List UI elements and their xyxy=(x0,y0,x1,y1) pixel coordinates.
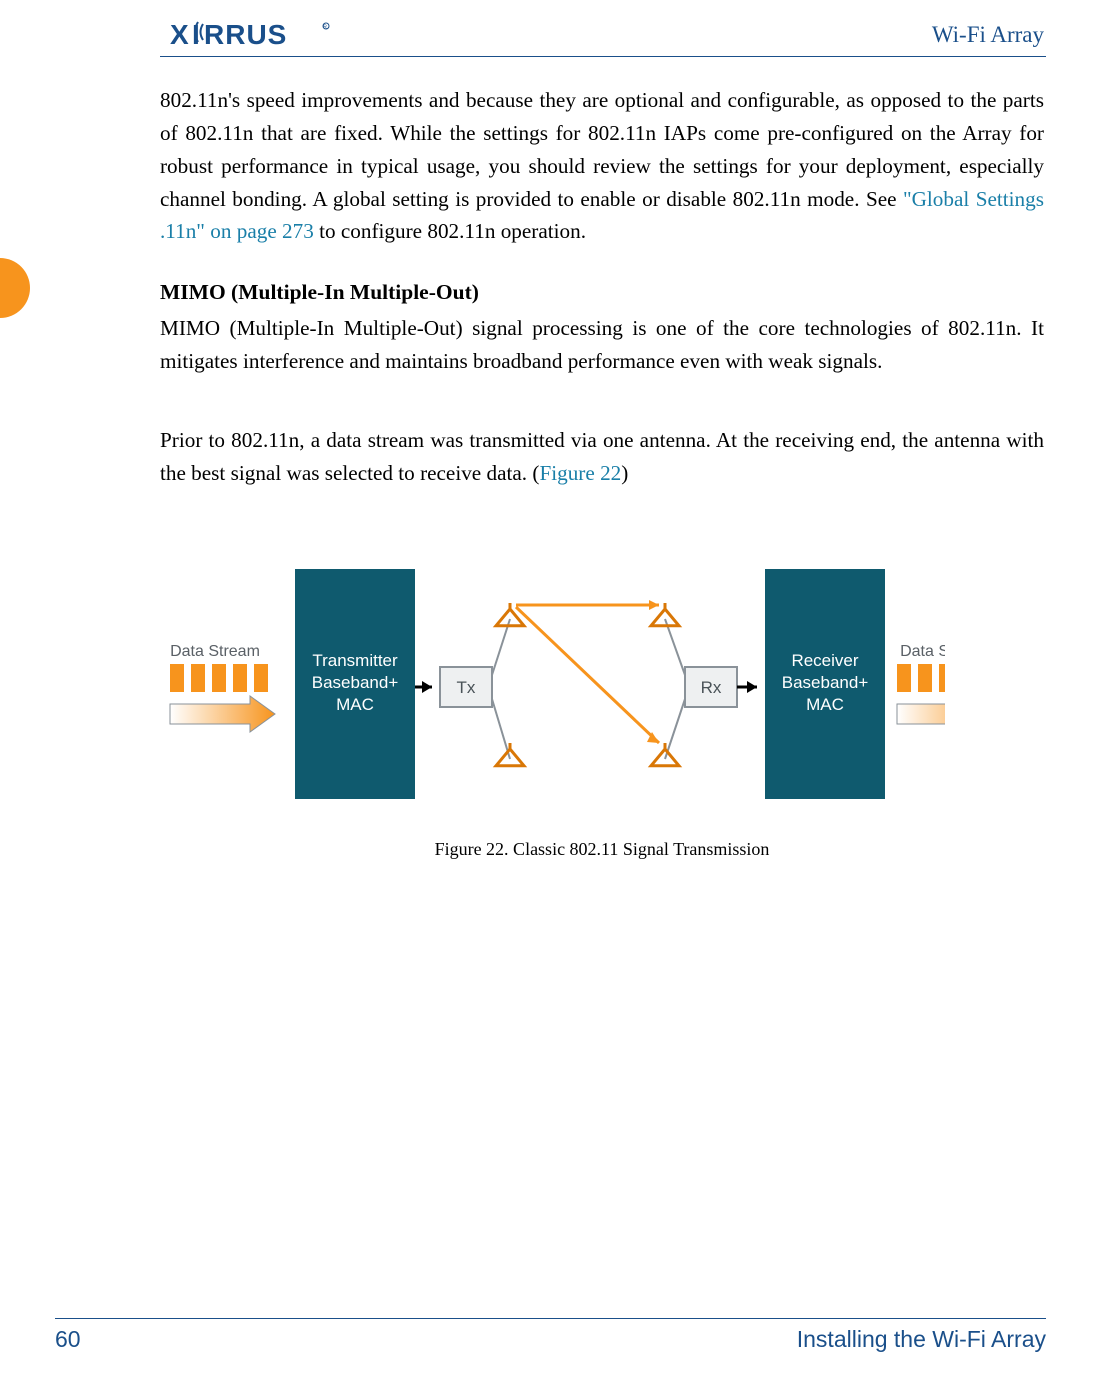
svg-text:MAC: MAC xyxy=(336,695,374,714)
figure-caption: Figure 22. Classic 802.11 Signal Transmi… xyxy=(160,839,1044,860)
paragraph-2: MIMO (Multiple-In Multiple-Out) signal p… xyxy=(160,312,1044,378)
svg-text:Rx: Rx xyxy=(701,678,722,697)
svg-text:Tx: Tx xyxy=(457,678,476,697)
side-tab-icon xyxy=(0,258,30,318)
header-rule xyxy=(160,56,1046,57)
section-heading: MIMO (Multiple-In Multiple-Out) xyxy=(160,280,479,305)
para1-text-b: to configure 802.11n operation. xyxy=(314,219,586,243)
svg-text:R: R xyxy=(323,25,327,31)
paragraph-3: Prior to 802.11n, a data stream was tran… xyxy=(160,424,1044,490)
page-number: 60 xyxy=(55,1326,81,1353)
figure-22-diagram: Data Stream Transmitter Baseband+ MAC Tx Rx Re… xyxy=(155,549,945,829)
footer-rule xyxy=(55,1318,1046,1319)
svg-text:Baseband+: Baseband+ xyxy=(312,673,399,692)
svg-text:Data Stream: Data Stream xyxy=(900,643,945,660)
footer-section-title: Installing the Wi-Fi Array xyxy=(797,1326,1046,1353)
svg-text:Baseband+: Baseband+ xyxy=(782,673,869,692)
para3-text-b: ) xyxy=(621,461,628,485)
doc-title: Wi-Fi Array xyxy=(932,22,1044,48)
svg-text:Transmitter: Transmitter xyxy=(312,651,398,670)
svg-text:X: X xyxy=(170,19,190,50)
svg-text:RRUS: RRUS xyxy=(204,19,287,50)
svg-text:Receiver: Receiver xyxy=(791,651,858,670)
paragraph-1: 802.11n's speed improvements and because… xyxy=(160,84,1044,248)
link-figure-22[interactable]: Figure 22 xyxy=(539,461,621,485)
svg-text:Data Stream: Data Stream xyxy=(170,643,260,660)
brand-logo: X I RRUS R xyxy=(170,18,340,57)
svg-text:MAC: MAC xyxy=(806,695,844,714)
